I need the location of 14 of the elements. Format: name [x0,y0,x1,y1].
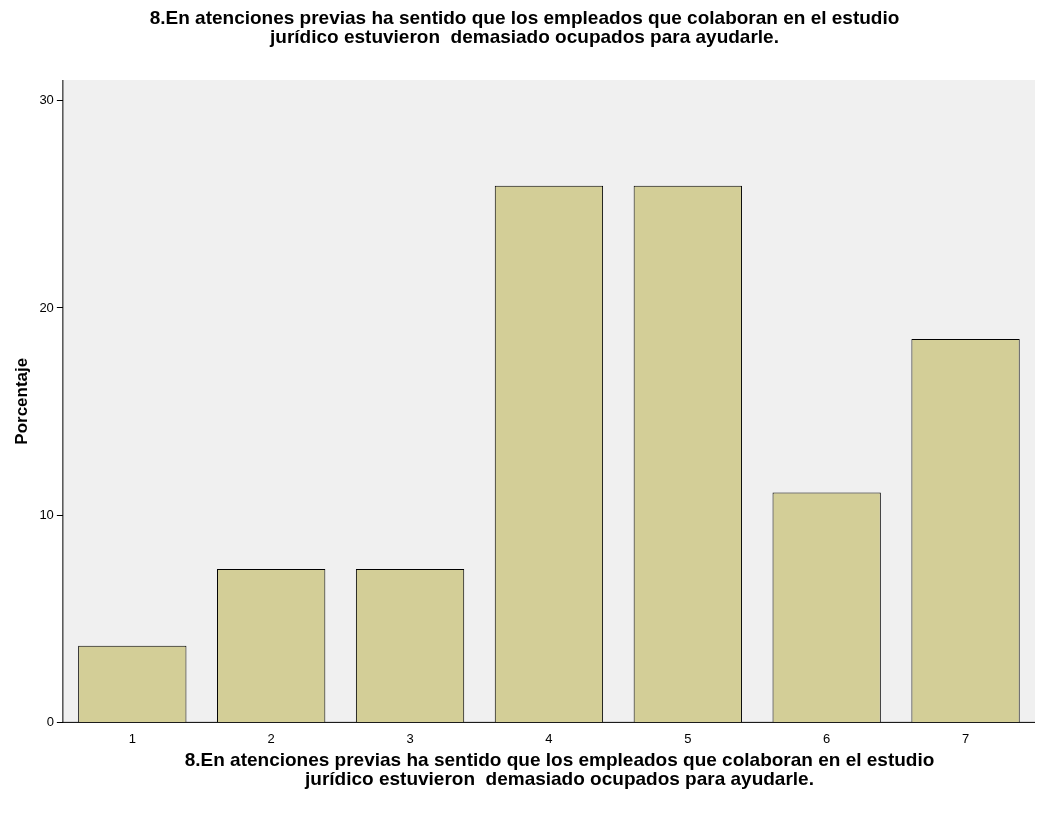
x-axis-title: 8.En atenciones previas ha sentido que los empleados que colaboran en el estudio jurídico estuvieron demasiado ocupados para ayudarle. [183,749,936,789]
y-tick-label: 10 [39,506,54,522]
x-tick-label: 5 [684,730,692,746]
x-tick-label: 4 [545,730,553,746]
y-tick-label: 0 [46,713,54,729]
x-tick-label: 2 [267,730,275,746]
x-tick-label: 7 [961,730,970,746]
y-axis-title: Porcentaje [11,357,31,445]
x-tick-label: 3 [406,730,414,746]
y-tick-label: 20 [39,299,54,315]
chart-title: 8.En atenciones previas ha sentido que los empleados que colaboran en el estudio jurídico estuvieron demasiado ocupados para ayudarle. [148,6,901,49]
y-tick-label: 30 [39,92,54,108]
x-tick-label: 6 [823,730,831,746]
x-tick-label: 1 [128,730,136,746]
